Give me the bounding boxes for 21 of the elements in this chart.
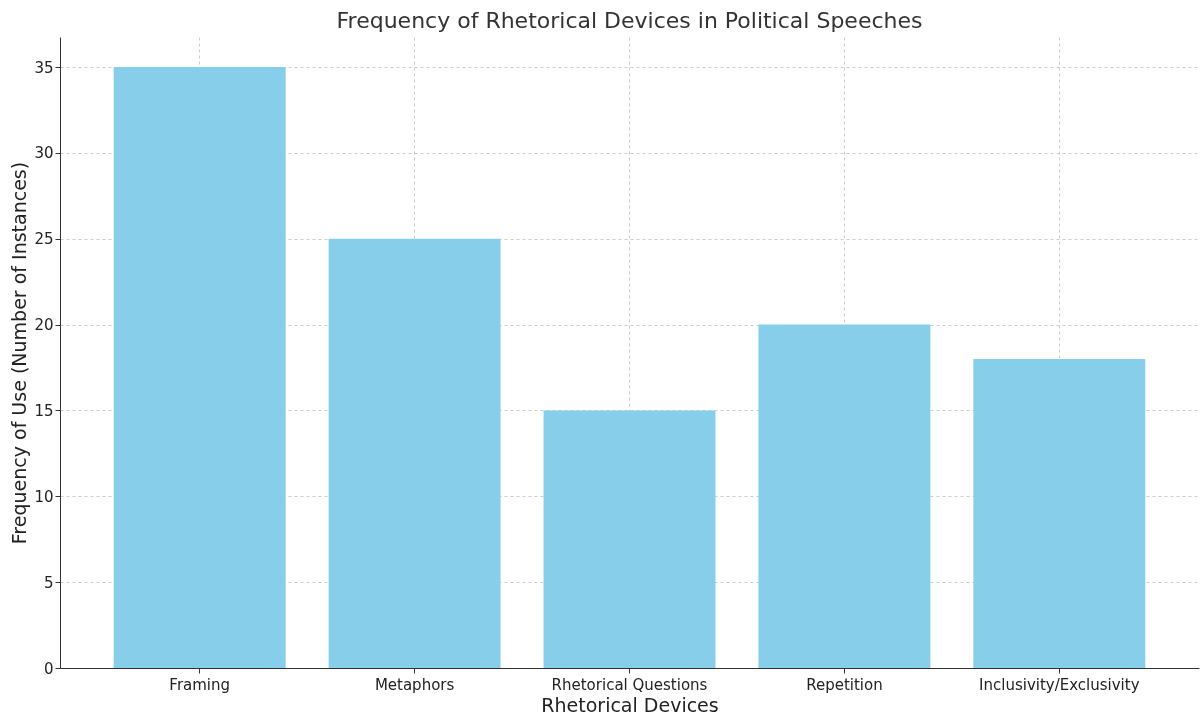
bar — [758, 324, 931, 668]
y-tick-label: 30 — [34, 144, 54, 163]
x-tick-label: Repetition — [806, 675, 883, 694]
chart-title: Frequency of Rhetorical Devices in Political Speeches — [336, 8, 923, 33]
x-tick-label: Inclusivity/Exclusivity — [979, 675, 1140, 694]
x-tick-label: Metaphors — [374, 675, 455, 694]
x-tick-label: Rhetorical Questions — [551, 675, 708, 694]
y-tick-label: 0 — [43, 659, 54, 678]
x-tick-label: Framing — [169, 675, 231, 694]
bar — [543, 410, 716, 668]
bar — [328, 238, 501, 668]
bar — [973, 358, 1146, 668]
y-tick-label: 10 — [34, 487, 54, 506]
y-tick-label: 25 — [34, 230, 54, 249]
bar — [113, 67, 286, 668]
y-tick-label: 20 — [34, 316, 54, 335]
y-axis-title: Frequency of Use (Number of Instances) — [8, 161, 31, 545]
y-tick-label: 15 — [34, 401, 54, 420]
x-axis-title: Rhetorical Devices — [541, 693, 719, 716]
y-tick-label: 5 — [43, 573, 54, 592]
y-tick-label: 35 — [34, 58, 54, 77]
